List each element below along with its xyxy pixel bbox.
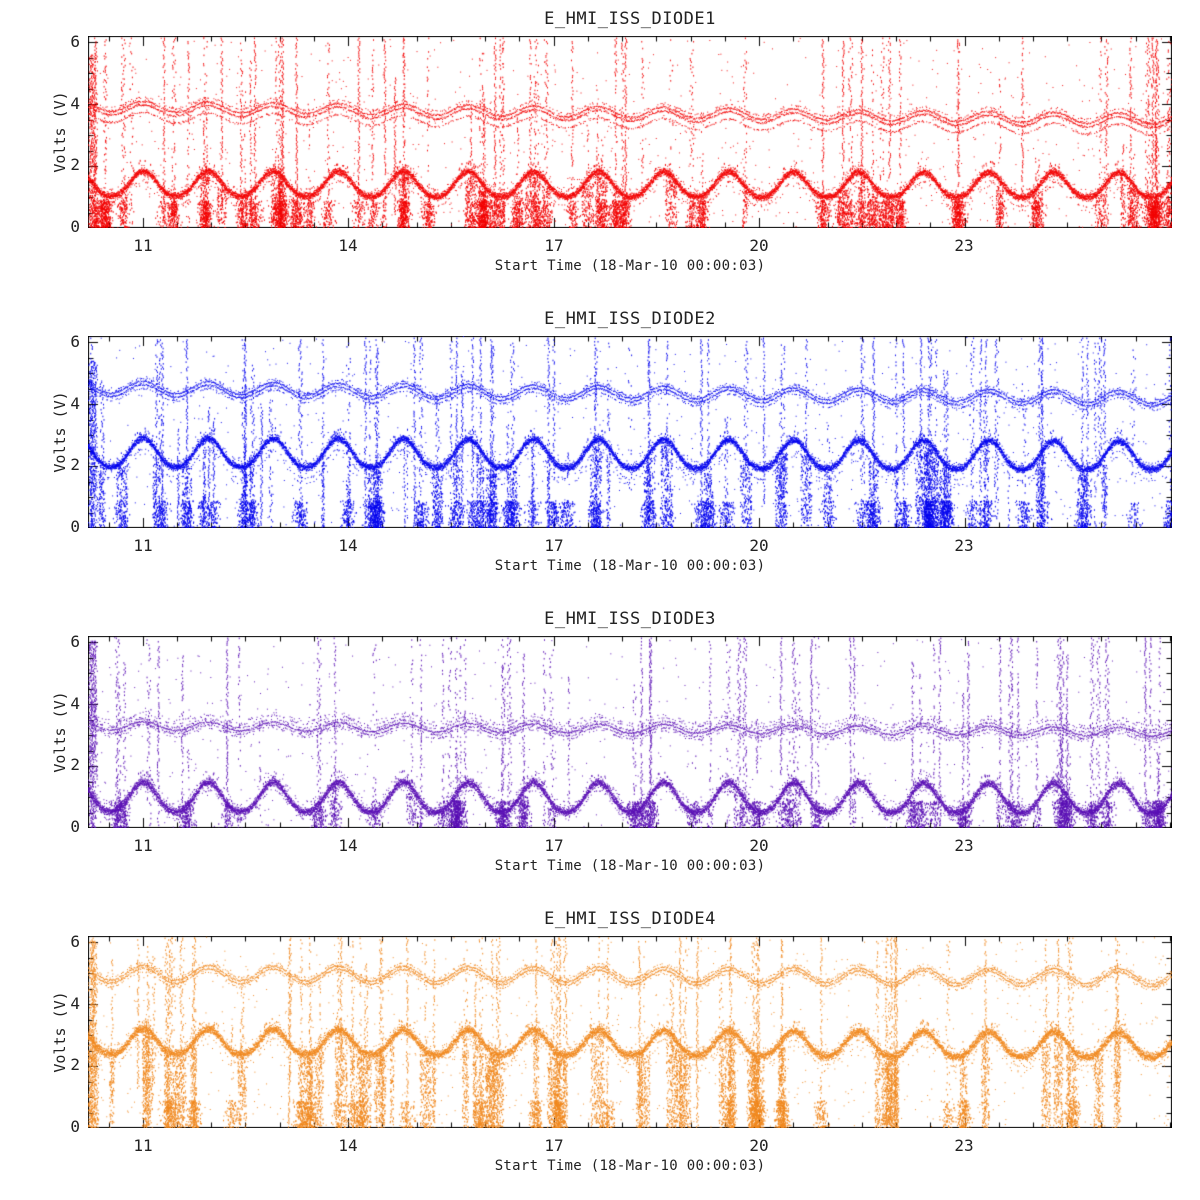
y-tick-label: 6	[70, 332, 80, 351]
panel-diode4: E_HMI_ISS_DIODE4 Volts (V) 0 2 4 6 11 14…	[0, 900, 1200, 1200]
x-tick-label: 20	[749, 536, 769, 555]
y-tick-label: 0	[70, 817, 80, 836]
plot-canvas-diode4	[88, 936, 1172, 1128]
x-tick-label: 11	[133, 1136, 153, 1155]
x-tick-label: 14	[338, 836, 358, 855]
panel-title: E_HMI_ISS_DIODE2	[544, 309, 716, 329]
x-tick-label: 23	[954, 1136, 974, 1155]
x-tick-label: 11	[133, 836, 153, 855]
x-axis-label: Start Time (18-Mar-10 00:00:03)	[494, 558, 766, 574]
y-tick-label: 6	[70, 32, 80, 51]
y-tick-label: 0	[70, 517, 80, 536]
y-tick-label: 2	[70, 455, 80, 474]
y-tick-label: 4	[70, 94, 80, 113]
y-tick-label: 6	[70, 632, 80, 651]
panel-title: E_HMI_ISS_DIODE1	[544, 9, 716, 29]
x-tick-label: 23	[954, 236, 974, 255]
x-axis-label: Start Time (18-Mar-10 00:00:03)	[494, 258, 766, 274]
x-axis-label: Start Time (18-Mar-10 00:00:03)	[494, 858, 766, 874]
x-tick-label: 17	[544, 836, 564, 855]
plot-canvas-diode2	[88, 336, 1172, 528]
panel-diode1: E_HMI_ISS_DIODE1 Volts (V) 0 2 4 6 11 14…	[0, 0, 1200, 300]
y-tick-label: 2	[70, 755, 80, 774]
x-tick-label: 14	[338, 536, 358, 555]
x-tick-label: 17	[544, 1136, 564, 1155]
y-tick-label: 4	[70, 394, 80, 413]
x-tick-label: 23	[954, 536, 974, 555]
panel-diode3: E_HMI_ISS_DIODE3 Volts (V) 0 2 4 6 11 14…	[0, 600, 1200, 900]
plot-canvas-diode1	[88, 36, 1172, 228]
y-tick-label: 6	[70, 932, 80, 951]
x-tick-label: 11	[133, 536, 153, 555]
panel-title: E_HMI_ISS_DIODE3	[544, 609, 716, 629]
x-tick-label: 23	[954, 836, 974, 855]
x-tick-label: 17	[544, 536, 564, 555]
x-tick-label: 14	[338, 1136, 358, 1155]
y-tick-label: 0	[70, 217, 80, 236]
x-tick-label: 17	[544, 236, 564, 255]
y-tick-label: 4	[70, 994, 80, 1013]
x-tick-label: 11	[133, 236, 153, 255]
y-tick-label: 4	[70, 694, 80, 713]
panel-diode2: E_HMI_ISS_DIODE2 Volts (V) 0 2 4 6 11 14…	[0, 300, 1200, 600]
x-tick-label: 20	[749, 836, 769, 855]
x-axis-label: Start Time (18-Mar-10 00:00:03)	[494, 1158, 766, 1174]
y-tick-label: 2	[70, 1055, 80, 1074]
y-tick-label: 2	[70, 155, 80, 174]
x-tick-label: 20	[749, 236, 769, 255]
panel-title: E_HMI_ISS_DIODE4	[544, 909, 716, 929]
plot-canvas-diode3	[88, 636, 1172, 828]
x-tick-label: 14	[338, 236, 358, 255]
x-tick-label: 20	[749, 1136, 769, 1155]
y-tick-label: 0	[70, 1117, 80, 1136]
